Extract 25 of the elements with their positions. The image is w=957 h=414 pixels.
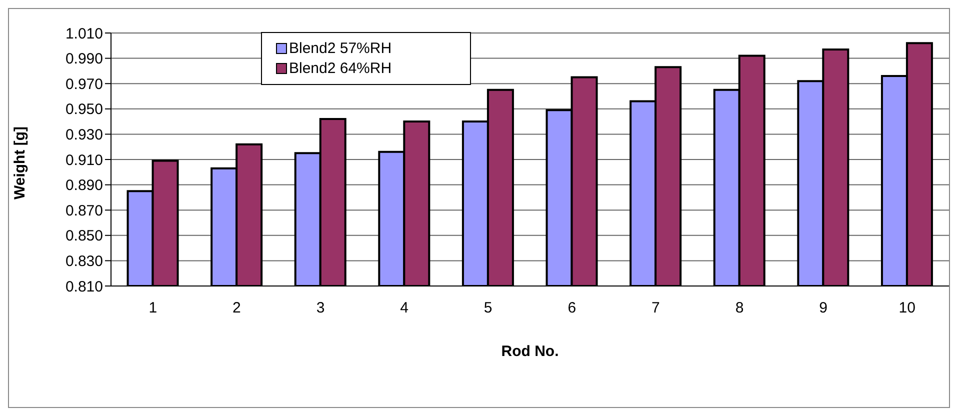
y-tick-label: 0.830 <box>65 253 103 270</box>
x-tick-label: 7 <box>652 300 660 317</box>
y-tick-label: 0.810 <box>65 278 103 296</box>
y-tick-label: 0.930 <box>65 126 103 144</box>
y-tick-label: 1.010 <box>65 25 103 42</box>
x-tick-label: 3 <box>316 300 325 317</box>
x-tick-label: 2 <box>232 300 241 317</box>
x-tick-label: 10 <box>898 300 916 317</box>
x-axis-title: Rod No. <box>501 343 559 360</box>
legend-label: Blend2 57%RH <box>289 40 392 57</box>
legend-label: Blend2 64%RH <box>289 60 392 77</box>
y-tick-label: 0.990 <box>65 50 103 68</box>
y-tick-label: 0.850 <box>65 228 103 245</box>
y-axis-title: Weight [g] <box>11 126 28 200</box>
y-tick-label: 0.950 <box>65 101 103 118</box>
x-tick-label: 5 <box>484 300 492 317</box>
x-tick-label: 6 <box>568 300 576 317</box>
x-tick-label: 1 <box>148 300 158 317</box>
y-tick-label: 0.910 <box>65 152 103 169</box>
x-tick-label: 8 <box>735 300 744 317</box>
y-tick-label: 0.970 <box>65 76 103 93</box>
x-tick-label: 9 <box>819 300 828 317</box>
y-tick-label: 0.890 <box>65 177 103 194</box>
y-tick-label: 0.870 <box>65 202 103 220</box>
x-tick-label: 4 <box>400 300 408 317</box>
